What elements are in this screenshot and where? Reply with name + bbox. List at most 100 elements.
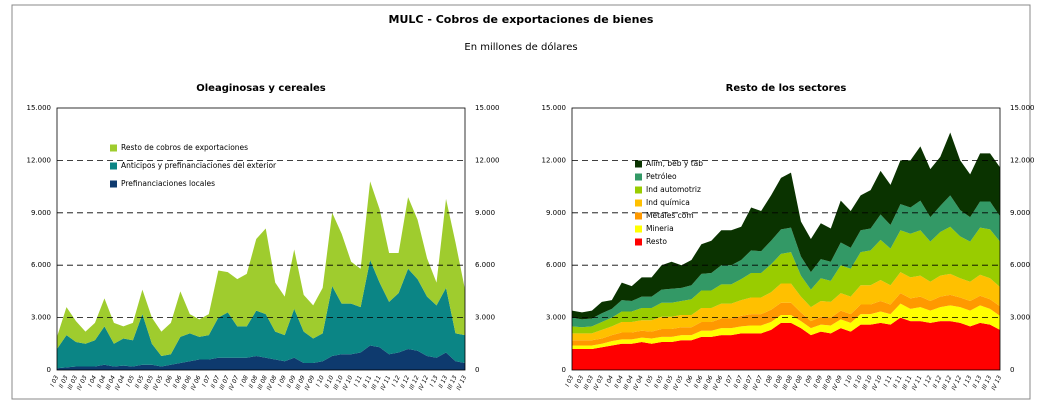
x-tick-label: II 09 (812, 374, 824, 389)
legend-label: Mineria (646, 224, 674, 233)
x-tick-label: I 07 (201, 374, 212, 387)
y-tick-label: 9.000 (546, 209, 566, 217)
legend-swatch (110, 162, 117, 170)
x-tick-label: I 10 (315, 374, 326, 387)
x-tick-label: I 03 (49, 374, 60, 387)
x-tick-label: II 07 (210, 374, 222, 389)
x-tick-label: I 09 (277, 374, 288, 387)
x-tick-label: I 05 (125, 374, 136, 387)
legend-label: Metales com (646, 211, 694, 220)
legend-label: Ind automotriz (646, 185, 701, 194)
y2-tick-label: 3.000 (1010, 314, 1030, 322)
x-tick-label: I 03 (564, 374, 575, 387)
y-tick-label: 0 (47, 366, 51, 374)
subtitle: En millones de dólares (464, 41, 577, 53)
x-tick-label: II 11 (892, 375, 904, 390)
y-tick-label: 15.000 (542, 104, 567, 112)
legend-swatch (110, 144, 117, 152)
legend-label: Resto (646, 237, 667, 246)
y2-tick-label: 12.000 (1010, 156, 1035, 164)
x-tick-label: II 06 (172, 374, 184, 389)
x-tick-label: II 08 (772, 374, 784, 389)
plot-frame (571, 107, 1001, 371)
legend-label: Resto de cobros de exportaciones (121, 143, 248, 152)
y2-tick-label: 0 (475, 366, 479, 374)
y-tick-label: 0 (562, 366, 566, 374)
title: MULC - Cobros de exportaciones de bienes (389, 13, 654, 26)
x-tick-label: I 04 (604, 374, 615, 387)
legend-swatch (110, 180, 117, 188)
x-tick-label: II 10 (852, 374, 864, 389)
y2-tick-label: 9.000 (475, 209, 495, 217)
x-tick-label: I 04 (87, 374, 98, 387)
x-tick-label: I 11 (883, 375, 894, 388)
y-tick-label: 6.000 (546, 261, 566, 269)
plot-frame (56, 107, 466, 371)
legend-swatch (635, 160, 642, 168)
x-tick-label: I 12 (391, 374, 402, 387)
x-tick-label: II 12 (932, 374, 944, 389)
legend-swatch (635, 225, 642, 233)
x-tick-label: II 13 (971, 374, 983, 389)
x-tick-label: II 03 (58, 374, 70, 389)
y2-tick-label: 6.000 (475, 261, 495, 269)
y2-tick-label: 15.000 (1010, 104, 1035, 112)
x-tick-label: II 05 (134, 374, 146, 389)
area (572, 272, 1000, 341)
y2-tick-label: 15.000 (475, 104, 500, 112)
x-tick-label: II 10 (323, 374, 335, 389)
area (572, 317, 1000, 370)
y2-tick-label: 12.000 (475, 156, 500, 164)
y-tick-label: 9.000 (31, 209, 51, 217)
area (572, 293, 1000, 346)
x-tick-label: I 13 (962, 374, 973, 387)
x-tick-label: I 13 (429, 374, 440, 387)
area (572, 195, 1000, 328)
legend-swatch (635, 199, 642, 207)
legend-label: Alim, beb y tab (646, 159, 703, 168)
x-tick-label: I 05 (644, 374, 655, 387)
x-tick-label: I 08 (239, 374, 250, 387)
legend-label: Prefinanciaciones locales (121, 179, 215, 188)
chart-title: Resto de los sectores (726, 83, 847, 94)
x-tick-label: I 12 (922, 374, 933, 387)
x-tick-label: II 13 (437, 374, 449, 389)
y-tick-label: 3.000 (546, 314, 566, 322)
legend-swatch (635, 186, 642, 194)
x-tick-label: II 04 (613, 374, 625, 389)
area (572, 226, 1000, 334)
y-tick-label: 6.000 (31, 261, 51, 269)
y2-tick-label: 3.000 (475, 314, 495, 322)
x-tick-label: II 06 (693, 374, 705, 389)
x-tick-label: II 04 (96, 374, 108, 389)
x-tick-label: I 11 (353, 375, 364, 388)
area (57, 181, 465, 357)
area (57, 345, 465, 370)
y-tick-label: 12.000 (542, 156, 567, 164)
area (572, 303, 1000, 350)
y2-tick-label: 0 (1010, 366, 1014, 374)
x-tick-label: I 09 (803, 374, 814, 387)
legend-label: Ind química (646, 198, 690, 207)
legend-swatch (635, 173, 642, 181)
area (57, 259, 465, 369)
x-tick-label: I 06 (163, 374, 174, 387)
chart-title: Oleaginosas y cereales (196, 83, 326, 94)
legend-swatch (635, 238, 642, 246)
y2-tick-label: 6.000 (1010, 261, 1030, 269)
area (572, 132, 1000, 320)
y-tick-label: 12.000 (27, 156, 52, 164)
y-tick-label: 15.000 (27, 104, 52, 112)
legend-label: Petróleo (646, 172, 677, 181)
x-tick-label: I 07 (723, 374, 734, 387)
y-tick-label: 3.000 (31, 314, 51, 322)
x-tick-label: II 05 (653, 374, 665, 389)
x-tick-label: II 07 (733, 374, 745, 389)
x-tick-label: II 09 (286, 374, 298, 389)
x-tick-label: I 06 (683, 374, 694, 387)
legend-swatch (635, 212, 642, 220)
x-tick-label: II 11 (361, 375, 373, 390)
x-tick-label: II 03 (573, 374, 585, 389)
